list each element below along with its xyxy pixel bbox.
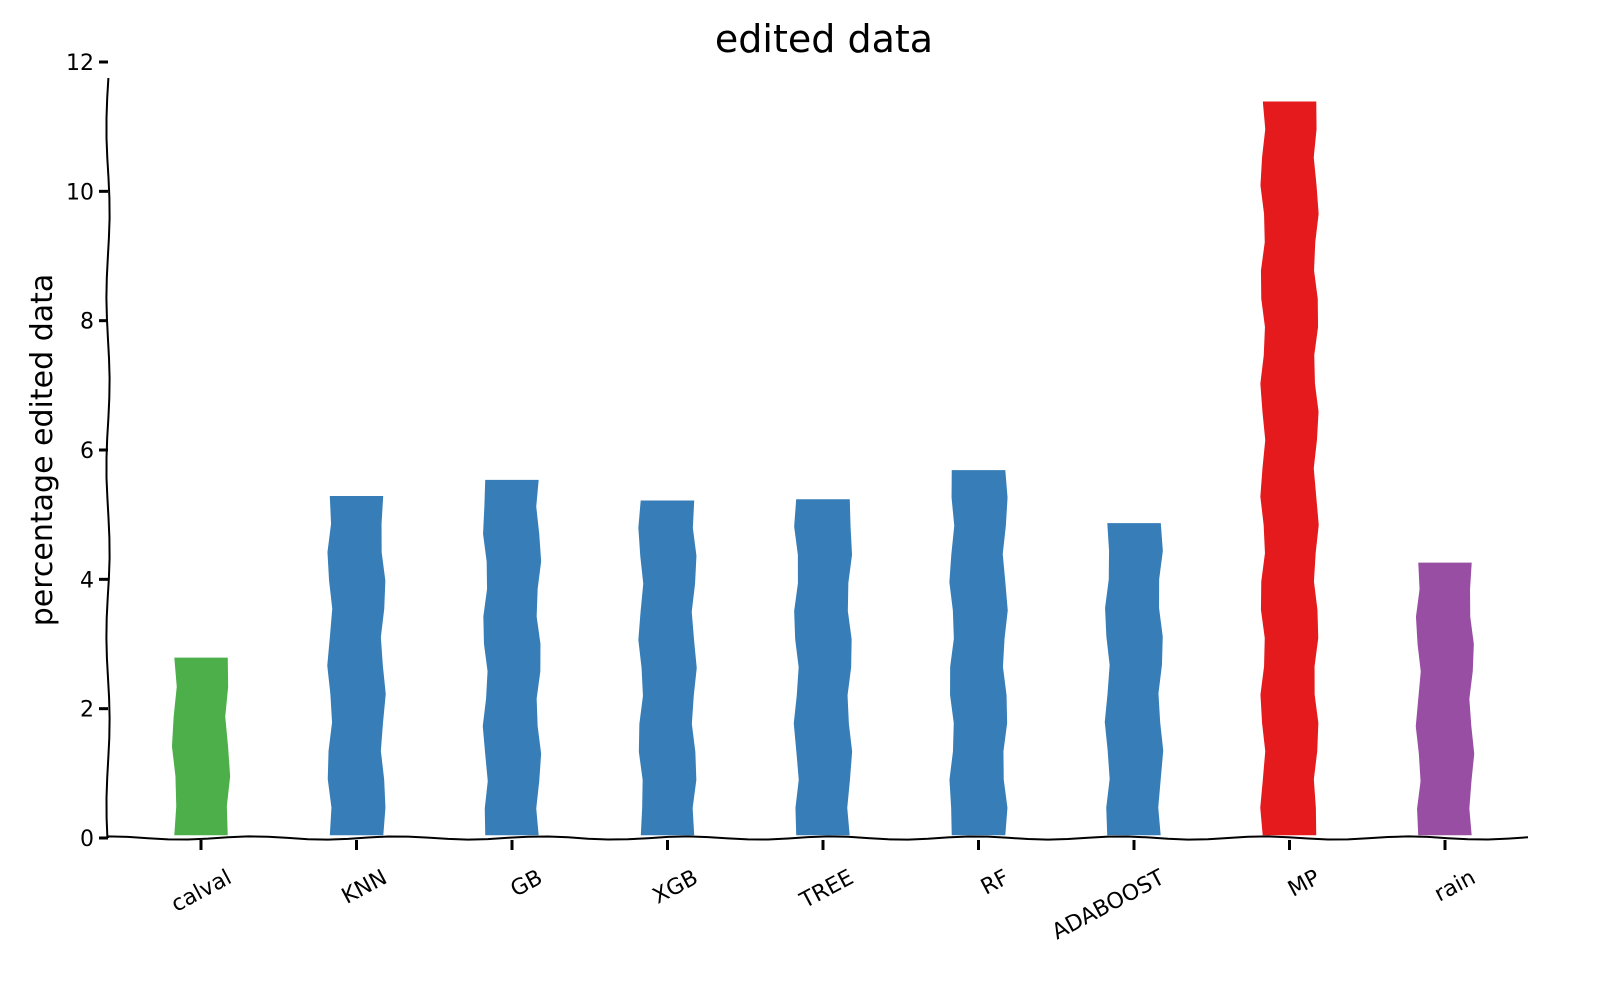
x-tick-label-knn: KNN [338, 865, 392, 909]
y-tick-label-4: 4 [80, 568, 94, 593]
y-tick-label-10: 10 [66, 180, 94, 205]
y-tick-label-6: 6 [80, 439, 94, 464]
y-axis-line [105, 77, 111, 839]
bar-gb [481, 478, 543, 837]
bar-xgb [636, 499, 699, 837]
bar-mp [1258, 100, 1321, 837]
bar-tree [792, 497, 854, 837]
bars-group [170, 100, 1476, 837]
bar-calval [170, 656, 232, 837]
y-tick-label-2: 2 [80, 698, 94, 723]
y-axis-label: percentage edited data [25, 274, 60, 627]
x-tick-label-xgb: XGB [649, 865, 702, 909]
y-tick-label-12: 12 [66, 51, 94, 76]
x-tick-label-mp: MP [1284, 865, 1324, 902]
x-tick-label-tree: TREE [795, 865, 858, 914]
bar-adaboost [1103, 521, 1165, 837]
x-tick-label-adaboost: ADABOOST [1048, 865, 1169, 945]
bar-knn [325, 494, 388, 837]
y-tick-label-8: 8 [80, 310, 94, 335]
bar-rain [1414, 561, 1476, 837]
x-tick-label-calval: calval [167, 865, 236, 917]
x-ticks-group: calval KNN GB XGB TREE RF ADABOOST MP rain [167, 840, 1480, 945]
x-tick-label-rf: RF [977, 865, 1013, 900]
y-tick-label-0: 0 [80, 827, 94, 852]
x-tick-label-rain: rain [1430, 865, 1479, 907]
x-axis-line [107, 835, 1529, 841]
bar-rf [947, 468, 1010, 837]
y-ticks-group: 0 2 4 6 8 10 12 [66, 51, 108, 852]
chart-title: edited data [715, 17, 933, 61]
x-tick-label-gb: GB [507, 865, 547, 902]
